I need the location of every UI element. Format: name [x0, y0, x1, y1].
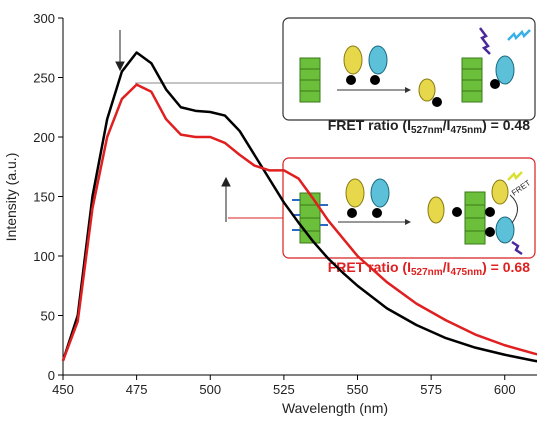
x-tick-label: 600	[494, 382, 516, 397]
y-tick-label: 150	[33, 190, 55, 205]
inset-label: FRET ratio (I527nm/I475nm) = 0.48	[328, 117, 530, 136]
x-tick-label: 525	[273, 382, 295, 397]
label-part: 527nm	[411, 267, 443, 278]
x-tick-label: 475	[126, 382, 148, 397]
y-tick-label: 0	[48, 368, 55, 383]
x-tick-label: 575	[420, 382, 442, 397]
y-tick-label: 300	[33, 11, 55, 26]
diagram: FRET	[292, 171, 532, 256]
label-part: 475nm	[450, 267, 482, 278]
x-tick-label: 450	[52, 382, 74, 397]
y-tick-label: 100	[33, 249, 55, 264]
y-tick-label: 50	[41, 309, 55, 324]
label-part: /I	[443, 117, 451, 133]
inset-label: FRET ratio (I527nm/I475nm) = 0.68	[328, 259, 530, 278]
label-part: ) = 0.48	[482, 117, 530, 133]
x-tick-label: 500	[199, 382, 221, 397]
label-part: 527nm	[411, 125, 443, 136]
x-axis-label: Wavelength (nm)	[282, 400, 388, 416]
y-tick-label: 250	[33, 71, 55, 86]
label-part: ) = 0.68	[482, 259, 530, 275]
arrow	[115, 30, 231, 222]
label-part: /I	[443, 259, 451, 275]
y-axis-label: Intensity (a.u.)	[3, 153, 19, 242]
label-part: FRET ratio (I	[328, 117, 411, 133]
x-tick-label: 550	[347, 382, 369, 397]
diagram	[299, 27, 531, 107]
y-tick-label: 200	[33, 130, 55, 145]
label-part: 475nm	[450, 125, 482, 136]
series-line	[61, 51, 537, 363]
series-line	[61, 83, 537, 362]
